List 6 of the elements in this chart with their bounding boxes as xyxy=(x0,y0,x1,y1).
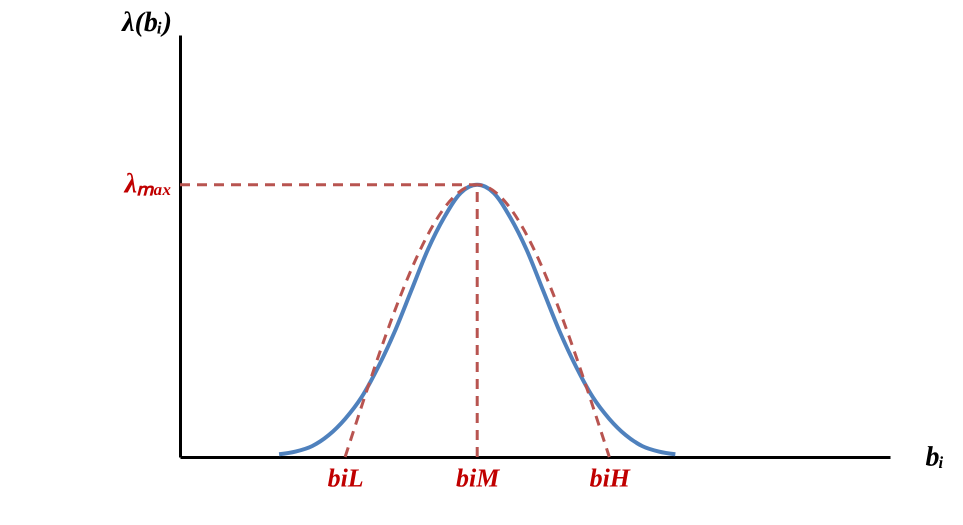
x-tick-label: biM xyxy=(456,464,500,492)
x-axis-title: bᵢ xyxy=(926,442,944,472)
text: λ(bᵢ) xyxy=(121,7,172,38)
x-tick-label: biH xyxy=(590,464,631,492)
x-tick-label: biL xyxy=(328,464,364,492)
ref-line-label: λₘₐₓ xyxy=(124,168,172,200)
